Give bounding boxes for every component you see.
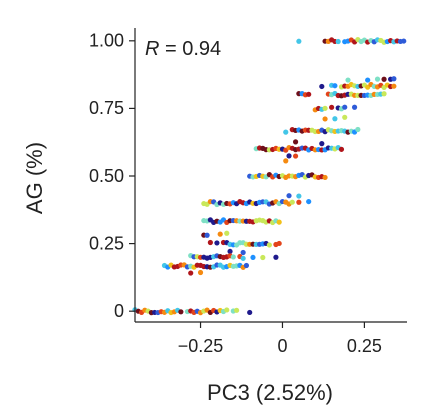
x-tick-label: 0 <box>277 336 287 356</box>
x-axis-title: PC3 (2.52%) <box>207 380 333 405</box>
data-point <box>286 193 292 199</box>
data-point <box>319 141 325 147</box>
data-point <box>391 83 397 89</box>
y-tick-label: 0.50 <box>89 166 124 186</box>
y-tick-label: 0.75 <box>89 98 124 118</box>
data-point <box>224 230 230 236</box>
data-point <box>355 126 361 133</box>
data-point <box>365 77 371 83</box>
data-point <box>296 199 302 205</box>
data-point <box>401 38 407 44</box>
data-point <box>322 116 328 122</box>
data-point <box>230 254 236 260</box>
data-point <box>322 174 328 181</box>
data-point <box>283 129 289 135</box>
data-point <box>240 249 246 256</box>
x-tick-label: 0.25 <box>347 336 382 356</box>
x-tick-label: −0.25 <box>178 336 224 356</box>
data-point <box>250 254 256 261</box>
data-point <box>178 309 184 315</box>
data-point <box>260 254 266 261</box>
data-point <box>227 248 233 255</box>
data-point <box>217 231 223 237</box>
data-point <box>204 232 210 238</box>
data-point <box>240 255 246 261</box>
data-point <box>266 242 272 248</box>
data-point <box>342 104 348 110</box>
data-point <box>247 309 253 316</box>
data-point <box>286 153 292 159</box>
data-point <box>289 199 295 205</box>
data-point <box>306 198 312 205</box>
data-point <box>381 76 387 82</box>
data-point <box>292 139 299 145</box>
y-axis-title: AG (%) <box>22 142 47 214</box>
y-tick-label: 1.00 <box>89 31 124 51</box>
data-point <box>338 146 345 152</box>
data-point <box>233 307 240 313</box>
data-point <box>243 262 250 269</box>
data-point <box>188 270 194 276</box>
data-point <box>329 104 335 110</box>
data-point <box>332 83 338 89</box>
correlation-annotation: R = 0.94 <box>145 38 221 60</box>
data-point <box>292 153 299 159</box>
data-point <box>342 114 348 120</box>
data-point <box>296 193 302 199</box>
data-points <box>132 37 407 316</box>
data-point <box>335 38 341 45</box>
data-point <box>283 158 289 164</box>
data-point <box>374 76 381 82</box>
data-point <box>197 269 204 276</box>
data-point <box>332 116 338 122</box>
data-point <box>224 307 230 313</box>
data-point <box>319 83 325 90</box>
data-point <box>391 76 397 82</box>
data-point <box>381 91 387 97</box>
data-point <box>345 77 351 83</box>
axes: 0 0.25 0.50 0.75 1.00 −0.25 0 0.25 <box>89 28 407 356</box>
data-point <box>351 104 358 110</box>
data-point <box>214 240 220 246</box>
data-point <box>276 219 282 225</box>
data-point <box>296 38 302 44</box>
correlation-symbol: R <box>145 38 159 60</box>
correlation-value: = 0.94 <box>159 38 221 60</box>
data-point <box>207 239 213 246</box>
data-point <box>306 91 312 97</box>
y-tick-label: 0.25 <box>89 233 124 253</box>
data-point <box>273 254 279 260</box>
data-point <box>322 105 328 111</box>
data-point <box>276 240 282 247</box>
y-tick-label: 0 <box>114 301 124 321</box>
